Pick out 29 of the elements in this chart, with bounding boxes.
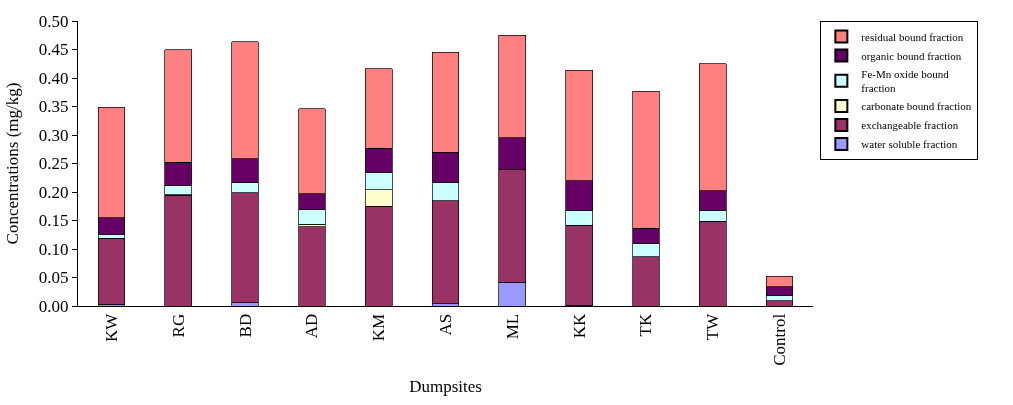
y-tick-label: 0.50 bbox=[38, 11, 69, 31]
y-tick-label: 0.15 bbox=[38, 211, 69, 231]
y-tick-label: 0.35 bbox=[38, 97, 69, 117]
x-tick-label: RG bbox=[168, 313, 188, 338]
x-tick-label: AD bbox=[302, 313, 322, 339]
x-tick-label: TK bbox=[636, 313, 656, 337]
x-tick-label: Control bbox=[770, 313, 790, 366]
x-tick-label: AS bbox=[436, 313, 456, 336]
legend-label: exchangeable fraction bbox=[861, 119, 959, 132]
y-tick-label: 0.45 bbox=[38, 40, 69, 60]
y-tick-label: 0.20 bbox=[38, 182, 69, 202]
legend-label: organic bound fraction bbox=[861, 49, 962, 62]
y-tick-label: 0.30 bbox=[38, 125, 69, 145]
y-tick-label: 0.25 bbox=[38, 154, 69, 174]
y-tick-label: 0.10 bbox=[38, 239, 69, 259]
x-tick-label: BD bbox=[235, 313, 255, 338]
x-tick-label: TW bbox=[703, 312, 723, 341]
legend-label: carbonate bound fraction bbox=[861, 100, 972, 113]
legend-label: water soluble fraction bbox=[861, 138, 958, 151]
x-tick-label: KK bbox=[569, 313, 589, 339]
y-tick-label: 0.05 bbox=[38, 268, 69, 288]
x-tick-label: KM bbox=[369, 313, 389, 342]
x-axis-title: Dumpsites bbox=[409, 377, 482, 397]
legend-label: residual bound fraction bbox=[861, 30, 964, 43]
y-tick-label: 0.40 bbox=[38, 68, 69, 88]
x-tick-label: KW bbox=[101, 312, 121, 343]
y-tick-label: 0.00 bbox=[38, 296, 69, 316]
x-tick-label: ML bbox=[502, 313, 522, 340]
y-axis-title: Concentrations (mg/kg) bbox=[3, 82, 23, 245]
